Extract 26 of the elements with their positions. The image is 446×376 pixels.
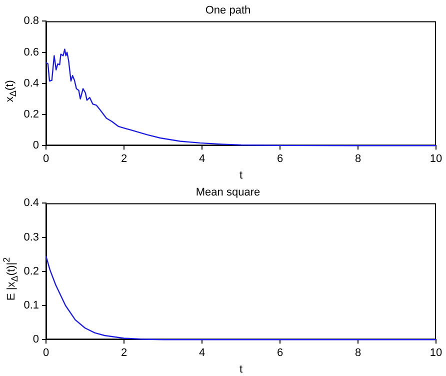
y-tick-label: 0.1 — [24, 300, 39, 312]
chart-title: Mean square — [196, 186, 260, 199]
x-tick-label: 8 — [354, 347, 362, 360]
y-tick-label: 0.6 — [24, 46, 39, 58]
chart-title: One path — [205, 4, 251, 17]
x-tick-label: 0 — [42, 153, 50, 166]
x-tick-label: 10 — [430, 347, 442, 360]
y-tick-label: 0.4 — [24, 197, 39, 210]
x-axis-title: t — [239, 169, 243, 182]
y-tick-label: 0.2 — [24, 108, 39, 121]
y-tick-label: 0 — [32, 334, 39, 346]
y-tick-label: 0.4 — [24, 77, 39, 90]
x-tick-label: 8 — [354, 153, 362, 166]
x-tick-label: 4 — [198, 153, 206, 166]
x-tick-label: 2 — [120, 347, 128, 360]
y-tick-label: 0.2 — [24, 265, 39, 278]
y-tick-label: 0.8 — [24, 15, 39, 28]
y-tick-label: 0 — [32, 140, 39, 152]
x-tick-label: 10 — [430, 153, 442, 166]
y-tick-label: 0.3 — [24, 231, 39, 244]
x-tick-label: 6 — [276, 153, 284, 166]
x-tick-label: 6 — [276, 347, 284, 360]
x-tick-label: 2 — [120, 153, 128, 166]
x-axis-title: t — [239, 363, 243, 376]
x-tick-label: 4 — [198, 347, 206, 360]
x-tick-label: 0 — [42, 347, 50, 360]
